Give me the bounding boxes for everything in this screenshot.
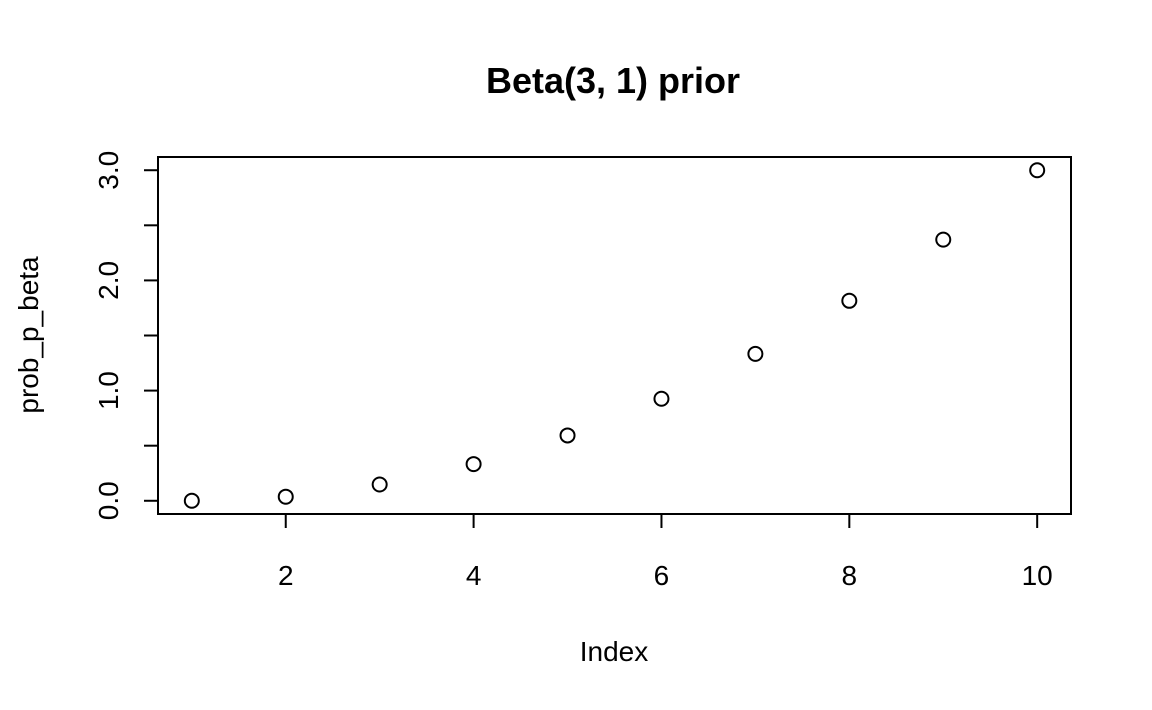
x-tick-label: 6 — [654, 560, 670, 591]
data-points — [183, 162, 1046, 509]
x-axis-label: Index — [580, 636, 649, 667]
x-tick-label: 10 — [1022, 560, 1053, 591]
y-tick-label: 3.0 — [93, 151, 124, 190]
x-tick-label: 4 — [466, 560, 482, 591]
x-tick-label: 2 — [278, 560, 294, 591]
data-point — [747, 345, 764, 362]
data-point — [183, 492, 200, 509]
data-point — [653, 390, 670, 407]
y-axis-label: prob_p_beta — [13, 256, 44, 414]
data-point — [559, 427, 576, 444]
y-tick-label: 2.0 — [93, 261, 124, 300]
data-point — [371, 476, 388, 493]
data-point — [1029, 162, 1046, 179]
chart-title: Beta(3, 1) prior — [486, 60, 740, 101]
y-tick-label: 0.0 — [93, 481, 124, 520]
data-point — [465, 456, 482, 473]
y-axis: 0.0 1.0 2.0 3.0 — [93, 151, 159, 520]
data-point — [935, 231, 952, 248]
y-tick-label: 1.0 — [93, 371, 124, 410]
x-tick-label: 8 — [842, 560, 858, 591]
x-axis: 2 4 6 8 10 — [278, 513, 1053, 591]
data-point — [277, 488, 294, 505]
plot-area — [157, 156, 1072, 515]
data-point — [841, 292, 858, 309]
